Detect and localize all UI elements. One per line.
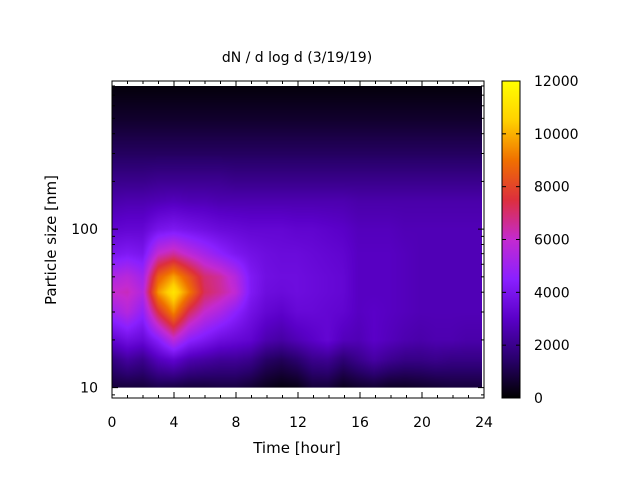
colorbar-tick-label: 8000 (534, 180, 570, 196)
colorbar-tick-label: 4000 (534, 285, 570, 301)
x-tick-label: 8 (232, 415, 241, 431)
colorbar-tick-label: 6000 (534, 233, 570, 249)
x-tick-label: 4 (170, 415, 179, 431)
y-tick-label: 100 (71, 222, 98, 238)
colorbar-tick-label: 12000 (534, 74, 579, 90)
x-tick-label: 0 (108, 415, 117, 431)
x-axis-label: Time [hour] (252, 439, 341, 457)
x-tick-label: 20 (413, 415, 431, 431)
colorbar-tick-label: 0 (534, 391, 543, 407)
colorbar: 0 2000 4000 6000 8000 10000 12000 (501, 74, 579, 407)
colorbar-tick-label: 2000 (534, 338, 570, 354)
y-axis-label: Particle size [nm] (42, 175, 60, 305)
x-tick-label: 24 (475, 415, 493, 431)
heatmap-image (112, 86, 482, 388)
colorbar-tick-label: 10000 (534, 127, 579, 143)
colorbar-ticks: 0 2000 4000 6000 8000 10000 12000 (502, 74, 579, 407)
y-tick-label: 10 (80, 381, 98, 397)
x-tick-label: 12 (289, 415, 307, 431)
chart-title: dN / d log d (3/19/19) (222, 50, 372, 66)
x-axis: 0 4 8 12 16 20 24 (108, 81, 493, 431)
x-tick-label: 16 (351, 415, 369, 431)
y-axis: 10 100 (71, 85, 484, 397)
heatmap-plot-area (111, 80, 485, 399)
